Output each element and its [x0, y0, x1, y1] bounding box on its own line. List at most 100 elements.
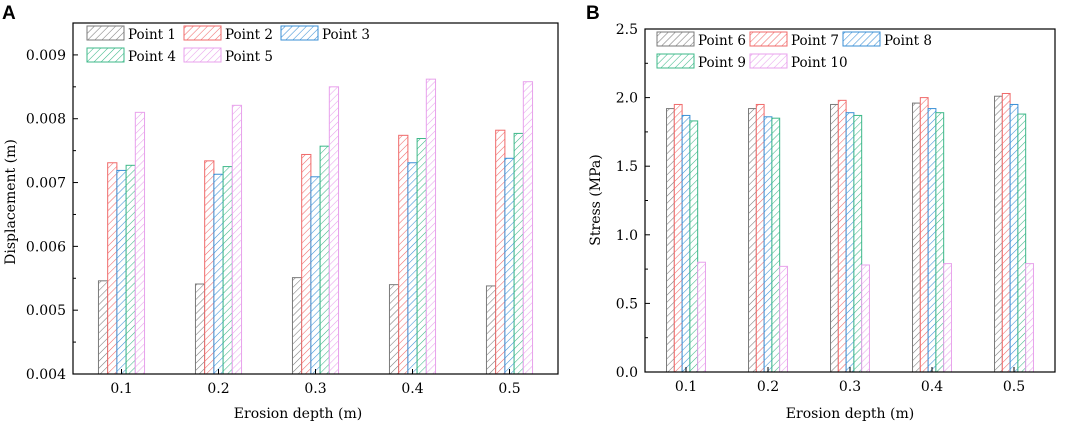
legend-swatch: [280, 25, 319, 41]
legend-label: Point 6: [698, 33, 746, 49]
bar: [194, 283, 206, 375]
panel-letter: B: [586, 3, 600, 24]
legend-label: Point 1: [128, 27, 176, 43]
legend-item: Point 1: [86, 25, 176, 43]
bar: [689, 120, 699, 373]
x-tick-label: 0.1: [110, 381, 132, 397]
bar: [125, 164, 136, 375]
legend-swatch: [183, 47, 222, 63]
legend-label: Point 2: [225, 27, 273, 43]
legend: Point 6 Point 7 Point 8 Point 9 Point 10: [656, 31, 932, 71]
legend-swatch: [183, 25, 222, 41]
legend-label: Point 5: [225, 49, 273, 65]
y-tick-label: 0.006: [26, 239, 66, 255]
bar-group: [97, 78, 534, 375]
legend: Point 1 Point 2 Point 3 Point 4 Point 5: [86, 25, 370, 65]
bar: [291, 277, 303, 375]
bar: [1017, 113, 1027, 373]
bar: [213, 173, 224, 375]
panel-b: B 0.0 0.5 1.0 1.5 2.0 2.5 0.1 0.2 0.3 0.4 0.5 Poin…: [586, 3, 1056, 422]
bar: [1009, 103, 1019, 373]
bar: [919, 97, 929, 373]
bar: [755, 103, 765, 373]
bar: [861, 264, 870, 373]
legend-item: Point 9: [656, 53, 746, 71]
x-tick-label: 0.2: [207, 381, 229, 397]
bar: [935, 112, 945, 373]
y-tick-label: 2.0: [616, 91, 638, 107]
bar: [97, 280, 109, 375]
legend-swatch: [749, 53, 788, 69]
legend-swatch: [656, 53, 695, 69]
legend-swatch: [656, 31, 695, 47]
bar: [504, 157, 515, 375]
bar: [116, 169, 127, 375]
legend-item: Point 7: [749, 31, 839, 49]
legend-item: Point 5: [183, 47, 273, 65]
bar: [522, 81, 534, 375]
legend-swatch: [86, 25, 125, 41]
x-tick-label: 0.5: [498, 381, 520, 397]
legend-item: Point 2: [183, 25, 273, 43]
axes: 0.0 0.5 1.0 1.5 2.0 2.5 0.1 0.2 0.3 0.4 0.5: [616, 22, 1056, 395]
y-tick-label: 0.009: [26, 48, 66, 64]
legend-swatch: [842, 31, 881, 47]
bar: [853, 114, 863, 373]
bar: [943, 263, 952, 373]
x-tick-label: 0.3: [304, 381, 326, 397]
bar: [310, 176, 321, 375]
bar: [495, 129, 506, 375]
bar: [204, 160, 215, 375]
bar: [763, 116, 773, 373]
legend-item: Point 4: [86, 47, 176, 65]
y-tick-label: 0.004: [26, 367, 66, 383]
bar: [134, 111, 146, 375]
y-tick-label: 0.008: [26, 112, 66, 128]
legend-item: Point 6: [656, 31, 746, 49]
axes: 0.004 0.005 0.006 0.007 0.008 0.009 0.1 0.2 0.3 0…: [26, 22, 559, 397]
legend-label: Point 10: [791, 55, 848, 71]
y-tick-label: 1.0: [616, 228, 638, 244]
bar: [301, 153, 312, 375]
legend-label: Point 9: [698, 55, 746, 71]
legend-label: Point 3: [322, 27, 370, 43]
bar: [830, 103, 839, 373]
bar: [912, 102, 921, 373]
bar: [388, 284, 400, 375]
x-tick-label: 0.5: [1003, 379, 1025, 395]
y-axis-title: Stress (MPa): [588, 154, 604, 245]
bar: [681, 114, 691, 373]
x-tick-label: 0.4: [921, 379, 943, 395]
legend-label: Point 7: [791, 33, 839, 49]
bar: [697, 261, 706, 373]
bar: [837, 99, 847, 373]
bar: [927, 108, 937, 373]
x-axis-title: Erosion depth (m): [234, 406, 362, 422]
bar: [407, 162, 418, 375]
bar: [398, 134, 409, 375]
x-axis-title: Erosion depth (m): [786, 406, 914, 422]
bar: [416, 138, 427, 375]
bar: [222, 166, 233, 375]
bar: [319, 145, 330, 375]
bar: [994, 95, 1003, 373]
bar-group: [666, 92, 1034, 373]
legend-item: Point 3: [280, 25, 370, 43]
y-tick-label: 1.5: [616, 159, 638, 175]
y-tick-label: 0.0: [616, 365, 638, 381]
y-tick-label: 0.5: [616, 296, 638, 312]
y-tick-label: 0.005: [26, 303, 66, 319]
bar: [748, 108, 757, 373]
bar: [107, 162, 118, 375]
y-axis-title: Displacement (m): [3, 139, 19, 265]
legend-swatch: [86, 47, 125, 63]
bar: [328, 86, 340, 375]
y-tick-label: 2.5: [616, 22, 638, 38]
x-tick-label: 0.4: [401, 381, 423, 397]
bar: [771, 117, 781, 373]
legend-item: Point 10: [749, 53, 848, 71]
bar: [779, 265, 788, 373]
